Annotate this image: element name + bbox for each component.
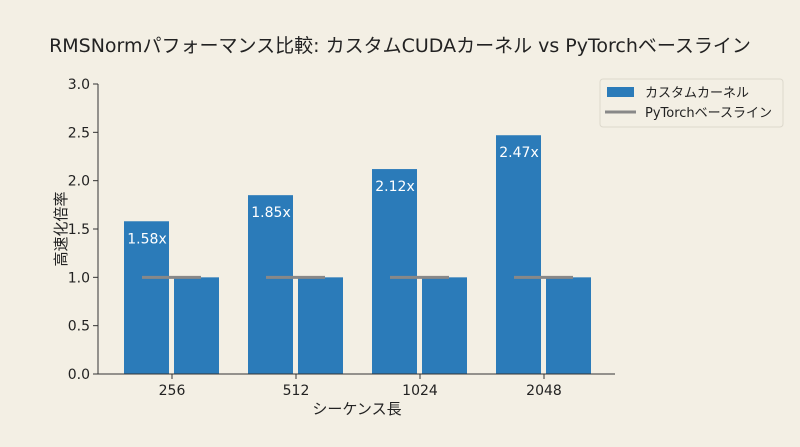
y-tick-label: 2.0	[68, 174, 90, 190]
bar-custom-kernel	[248, 195, 293, 374]
data-label: 2.12x	[375, 179, 414, 195]
bar-baseline	[422, 277, 467, 374]
x-axis-label: シーケンス長	[312, 400, 401, 418]
x-tick-label: 1024	[402, 383, 438, 399]
x-tick-label: 2048	[526, 383, 562, 399]
y-tick-label: 0.0	[68, 367, 90, 383]
x-tick-label: 512	[283, 383, 310, 399]
bar-custom-kernel	[372, 169, 417, 374]
legend-box	[599, 78, 784, 128]
y-tick-label: 2.5	[68, 125, 90, 141]
data-label: 2.47x	[499, 145, 538, 161]
x-tick-label: 256	[159, 383, 186, 399]
y-tick-label: 0.5	[68, 319, 90, 335]
bar-custom-kernel	[496, 135, 541, 374]
legend: カスタムカーネル PyTorchベースライン	[599, 78, 784, 128]
y-tick-label: 1.5	[68, 222, 90, 238]
bar-baseline	[174, 277, 219, 374]
chart-title: RMSNormパフォーマンス比較: カスタムCUDAカーネル vs PyTorc…	[49, 35, 751, 57]
bar-custom-kernel	[124, 221, 169, 374]
y-tick-label: 3.0	[68, 77, 90, 93]
legend-label-custom-kernel: カスタムカーネル	[645, 86, 749, 101]
legend-swatch-custom-kernel	[607, 87, 634, 97]
data-label: 1.85x	[251, 205, 290, 221]
bar-baseline	[546, 277, 591, 374]
legend-label-baseline: PyTorchベースライン	[645, 106, 772, 121]
y-tick-label: 1.0	[68, 270, 90, 286]
y-axis-label: 高速化倍率	[52, 191, 70, 266]
bar-baseline	[298, 277, 343, 374]
data-label: 1.58x	[127, 231, 166, 247]
